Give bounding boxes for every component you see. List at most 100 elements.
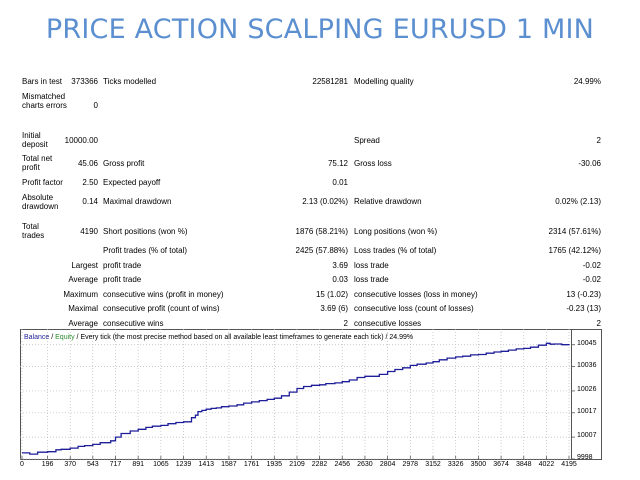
average-consecutive-label: Average (68, 319, 98, 328)
x-tick-label: 2109 (289, 461, 305, 468)
spread-value: 2 (596, 136, 601, 145)
report-title: PRICE ACTION SCALPING EURUSD 1 MIN (45, 14, 595, 45)
long-positions-label: Long positions (won %) (354, 227, 438, 236)
x-tick-label: 4195 (561, 461, 577, 468)
initial-deposit-label: Initial deposit (22, 131, 48, 149)
x-tick-label: 717 (109, 461, 122, 468)
legend-separator: / (49, 334, 56, 341)
x-tick-label: 3326 (447, 461, 464, 468)
x-tick-label: 1761 (243, 461, 260, 468)
maximal-consecutive-profit-value: 3.69 (6) (320, 304, 348, 313)
max-consecutive-wins-value: 15 (1.02) (315, 290, 348, 299)
largest-loss-trade-value: -0.02 (582, 261, 601, 270)
x-tick-label: 1413 (198, 461, 215, 468)
legend-balance: Balance (24, 334, 50, 341)
avg-consecutive-losses-label: consecutive losses (354, 319, 422, 328)
profit-factor-value: 2.50 (82, 178, 98, 187)
y-tick-label: 10036 (577, 361, 597, 369)
average-profit-trade-label: profit trade (103, 275, 142, 284)
average-loss-trade-value: -0.02 (582, 275, 601, 284)
bars-in-test-label: Bars in test (22, 77, 63, 86)
absolute-drawdown-value: 0.14 (82, 197, 98, 206)
mismatched-charts-errors-label: Mismatched charts errors (22, 92, 67, 110)
avg-consecutive-losses-value: 2 (596, 319, 601, 328)
expected-payoff-value: 0.01 (332, 178, 348, 187)
y-tick-label: 9998 (577, 454, 593, 461)
initial-deposit-value: 10000.00 (64, 136, 98, 145)
bars-in-test-value: 373366 (71, 77, 98, 86)
x-tick-label: 543 (86, 461, 99, 468)
legend-description: / Every tick (the most precise method ba… (74, 334, 414, 341)
modelling-quality-value: 24.99% (573, 77, 601, 86)
x-tick-label: 3848 (515, 461, 532, 468)
y-tick-label: 10026 (577, 385, 597, 393)
short-positions-label: Short positions (won %) (103, 227, 188, 236)
loss-trades-label: Loss trades (% of total) (354, 246, 437, 255)
avg-consecutive-wins-value: 2 (343, 319, 348, 328)
relative-drawdown-label: Relative drawdown (354, 197, 422, 206)
total-net-profit-label: Total net profit (22, 154, 53, 172)
maximal-drawdown-label: Maximal drawdown (103, 197, 172, 206)
x-tick-label: 2456 (334, 461, 351, 468)
expected-payoff-label: Expected payoff (103, 178, 161, 187)
average-profit-trade-value: 0.03 (332, 275, 348, 284)
long-positions-value: 2314 (57.61%) (548, 227, 601, 236)
maximum-label: Maximum (63, 290, 98, 299)
largest-profit-trade-value: 3.69 (332, 261, 348, 270)
x-tick-label: 3500 (470, 461, 487, 468)
max-consecutive-losses-value: 13 (-0.23) (566, 290, 601, 299)
gross-profit-value: 75.12 (327, 159, 348, 168)
max-consecutive-wins-label: consecutive wins (profit in money) (103, 290, 224, 299)
absolute-drawdown-label: Absolute drawdown (22, 193, 59, 211)
average-loss-trade-label: loss trade (354, 275, 389, 284)
chart-frame (20, 329, 602, 460)
x-tick-label: 2282 (311, 461, 328, 468)
x-tick-label: 891 (132, 461, 145, 468)
total-net-profit-value: 45.06 (77, 159, 98, 168)
profit-factor-label: Profit factor (22, 178, 63, 187)
gross-loss-value: -30.06 (578, 159, 601, 168)
maximal-label: Maximal (68, 304, 98, 313)
strategy-report-table: Bars in test 373366 Ticks modelled 22581… (22, 77, 601, 328)
short-positions-value: 1876 (58.21%) (295, 227, 348, 236)
gross-profit-label: Gross profit (103, 159, 145, 168)
max-consecutive-losses-label: consecutive losses (loss in money) (354, 290, 478, 299)
total-trades-label: Total trades (22, 222, 45, 240)
x-tick-label: 1065 (153, 461, 169, 468)
x-tick-label: 3674 (493, 461, 509, 468)
maximal-consecutive-loss-value: -0.23 (13) (566, 304, 601, 313)
x-tick-label: 370 (64, 461, 77, 468)
loss-trades-value: 1765 (42.12%) (548, 246, 601, 255)
x-tick-label: 3152 (425, 461, 441, 468)
maximal-consecutive-profit-label: consecutive profit (count of wins) (103, 304, 220, 313)
total-trades-value: 4190 (80, 227, 98, 236)
x-tick-label: 2804 (379, 461, 396, 468)
relative-drawdown-value: 0.02% (2.13) (555, 197, 601, 206)
avg-consecutive-wins-label: consecutive wins (103, 319, 164, 328)
balance-chart: Balance / Equity / Every tick (the most … (20, 329, 602, 460)
ticks-modelled-label: Ticks modelled (103, 77, 157, 86)
maximal-drawdown-value: 2.13 (0.02%) (302, 197, 348, 206)
balance-series-line (22, 342, 570, 455)
modelling-quality-label: Modelling quality (354, 77, 414, 86)
legend-equity: Equity (55, 334, 75, 341)
spread-label: Spread (354, 136, 380, 145)
x-tick-label: 4022 (538, 461, 555, 468)
largest-profit-trade-label: profit trade (103, 261, 142, 270)
x-tick-label: 196 (41, 461, 54, 468)
y-tick-label: 10017 (577, 407, 597, 415)
gross-loss-label: Gross loss (354, 159, 392, 168)
chart-header: Balance / Equity / Every tick (the most … (24, 334, 413, 341)
balance-chart-canvas (20, 329, 602, 460)
ticks-modelled-value: 22581281 (312, 77, 348, 86)
profit-trades-label: Profit trades (% of total) (103, 246, 188, 255)
profit-trades-value: 2425 (57.88%) (295, 246, 348, 255)
y-tick-label: 10045 (577, 339, 597, 347)
largest-loss-trade-label: loss trade (354, 261, 389, 270)
x-tick-label: 0 (20, 461, 24, 468)
mismatched-charts-errors-value: 0 (93, 101, 98, 110)
x-tick-label: 1587 (221, 461, 237, 468)
x-tick-label: 2630 (357, 461, 373, 468)
average-label: Average (68, 275, 98, 284)
x-tick-label: 2978 (402, 461, 419, 468)
